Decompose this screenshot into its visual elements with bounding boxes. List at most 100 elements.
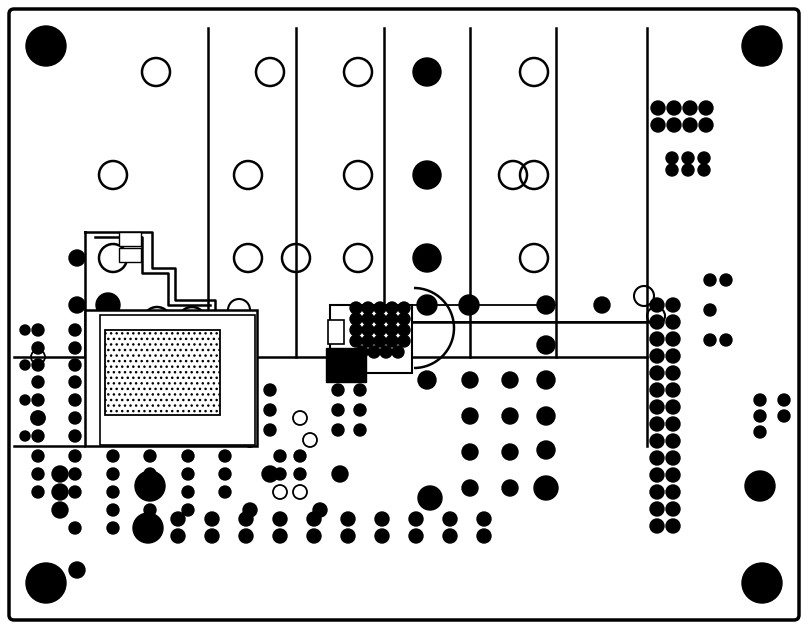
Circle shape	[534, 476, 558, 500]
Circle shape	[778, 394, 790, 406]
Circle shape	[745, 471, 775, 501]
Circle shape	[142, 400, 154, 412]
Circle shape	[651, 118, 665, 132]
Circle shape	[398, 302, 410, 314]
Circle shape	[704, 304, 716, 316]
Circle shape	[418, 486, 442, 510]
Circle shape	[374, 302, 386, 314]
Circle shape	[380, 346, 392, 358]
Circle shape	[244, 424, 256, 436]
Circle shape	[32, 324, 44, 336]
Circle shape	[650, 468, 664, 482]
Circle shape	[350, 335, 362, 347]
Circle shape	[244, 384, 256, 396]
Circle shape	[699, 101, 713, 115]
Circle shape	[69, 430, 81, 442]
Circle shape	[144, 394, 156, 406]
Bar	[328, 320, 344, 344]
Circle shape	[182, 486, 194, 498]
Circle shape	[650, 298, 664, 312]
Circle shape	[32, 430, 44, 442]
Circle shape	[666, 332, 680, 346]
Circle shape	[666, 164, 678, 176]
Circle shape	[362, 335, 374, 347]
Circle shape	[362, 313, 374, 325]
Circle shape	[667, 118, 681, 132]
Circle shape	[244, 404, 256, 416]
Circle shape	[32, 394, 44, 406]
Circle shape	[219, 468, 231, 480]
Circle shape	[754, 410, 766, 422]
Circle shape	[502, 408, 518, 424]
Circle shape	[205, 529, 219, 543]
Circle shape	[294, 450, 306, 462]
Circle shape	[219, 486, 231, 498]
Circle shape	[502, 372, 518, 388]
Circle shape	[650, 485, 664, 499]
Circle shape	[262, 466, 278, 482]
Circle shape	[32, 468, 44, 480]
Circle shape	[462, 480, 478, 496]
Bar	[105, 330, 220, 415]
Circle shape	[274, 468, 286, 480]
Circle shape	[666, 152, 678, 164]
Circle shape	[144, 450, 156, 462]
Circle shape	[32, 450, 44, 462]
Circle shape	[650, 400, 664, 414]
Circle shape	[651, 101, 665, 115]
Circle shape	[386, 302, 398, 314]
Circle shape	[219, 394, 231, 406]
Circle shape	[443, 512, 457, 526]
Bar	[100, 315, 255, 445]
Circle shape	[413, 58, 441, 86]
Circle shape	[386, 324, 398, 336]
Circle shape	[683, 101, 697, 115]
Circle shape	[69, 522, 81, 534]
Circle shape	[666, 400, 680, 414]
Circle shape	[107, 394, 119, 406]
Circle shape	[144, 376, 156, 388]
Circle shape	[107, 486, 119, 498]
Circle shape	[182, 450, 194, 462]
Circle shape	[144, 468, 156, 480]
Circle shape	[537, 371, 555, 389]
Circle shape	[144, 504, 156, 516]
Circle shape	[666, 468, 680, 482]
Circle shape	[666, 451, 680, 465]
Circle shape	[219, 450, 231, 462]
Circle shape	[666, 349, 680, 363]
Circle shape	[69, 359, 81, 371]
Circle shape	[650, 366, 664, 380]
Circle shape	[135, 471, 165, 501]
Circle shape	[350, 302, 362, 314]
Circle shape	[778, 410, 790, 422]
Circle shape	[32, 376, 44, 388]
Circle shape	[107, 430, 119, 442]
Circle shape	[462, 372, 478, 388]
Circle shape	[375, 512, 389, 526]
Circle shape	[650, 519, 664, 533]
Circle shape	[374, 335, 386, 347]
Circle shape	[666, 366, 680, 380]
Circle shape	[650, 332, 664, 346]
Circle shape	[375, 529, 389, 543]
Circle shape	[182, 468, 194, 480]
Circle shape	[341, 512, 355, 526]
Circle shape	[69, 324, 81, 336]
Circle shape	[666, 434, 680, 448]
Circle shape	[537, 296, 555, 314]
Circle shape	[354, 424, 366, 436]
Bar	[330, 305, 412, 373]
Circle shape	[650, 434, 664, 448]
Circle shape	[356, 346, 368, 358]
Circle shape	[650, 315, 664, 329]
Circle shape	[313, 503, 327, 517]
Circle shape	[69, 450, 81, 462]
Circle shape	[219, 412, 231, 424]
Circle shape	[462, 444, 478, 460]
Circle shape	[332, 384, 344, 396]
Circle shape	[20, 360, 30, 370]
Circle shape	[368, 346, 380, 358]
Circle shape	[398, 324, 410, 336]
Circle shape	[413, 161, 441, 189]
